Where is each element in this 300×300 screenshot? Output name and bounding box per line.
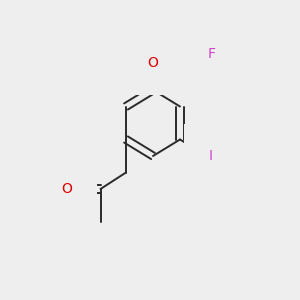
Text: O: O bbox=[61, 182, 72, 196]
Text: I: I bbox=[209, 149, 213, 163]
Text: F: F bbox=[198, 22, 206, 35]
Text: F: F bbox=[207, 47, 215, 61]
Text: O: O bbox=[148, 56, 158, 70]
